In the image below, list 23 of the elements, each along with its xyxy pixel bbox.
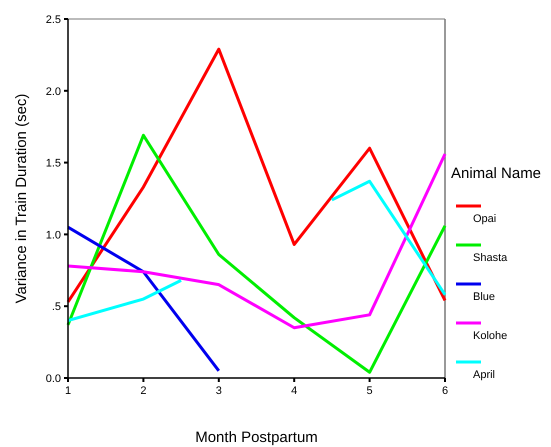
legend-label: Shasta	[473, 252, 508, 264]
y-tick-label: 1.5	[46, 158, 61, 170]
x-tick-label: 1	[64, 385, 72, 397]
y-axis-title: Variance in Train Duration (sec)	[13, 94, 30, 304]
legend-label: Kolohe	[473, 330, 508, 342]
x-tick-label: 5	[366, 385, 373, 397]
y-tick-label: 2.5	[46, 14, 61, 26]
x-tick-label: 6	[442, 385, 448, 397]
legend-label: Opai	[473, 213, 496, 225]
x-tick-label: 4	[291, 385, 298, 397]
x-tick-label: 3	[216, 385, 222, 397]
legend-label: Blue	[473, 291, 496, 303]
x-axis-title: Month Postpartum	[195, 429, 318, 446]
y-tick-label: 0.0	[46, 373, 61, 385]
legend-title: Animal Name	[451, 165, 542, 182]
line-series	[66, 152, 446, 330]
y-tick-label: .5	[52, 301, 61, 314]
legend-label: April	[473, 369, 496, 381]
y-tick-label: 1.0	[46, 229, 61, 242]
y-tick-label: 2.0	[46, 86, 61, 98]
line-series	[66, 134, 446, 374]
x-tick-label: 2	[140, 385, 146, 397]
line-series	[66, 48, 446, 304]
